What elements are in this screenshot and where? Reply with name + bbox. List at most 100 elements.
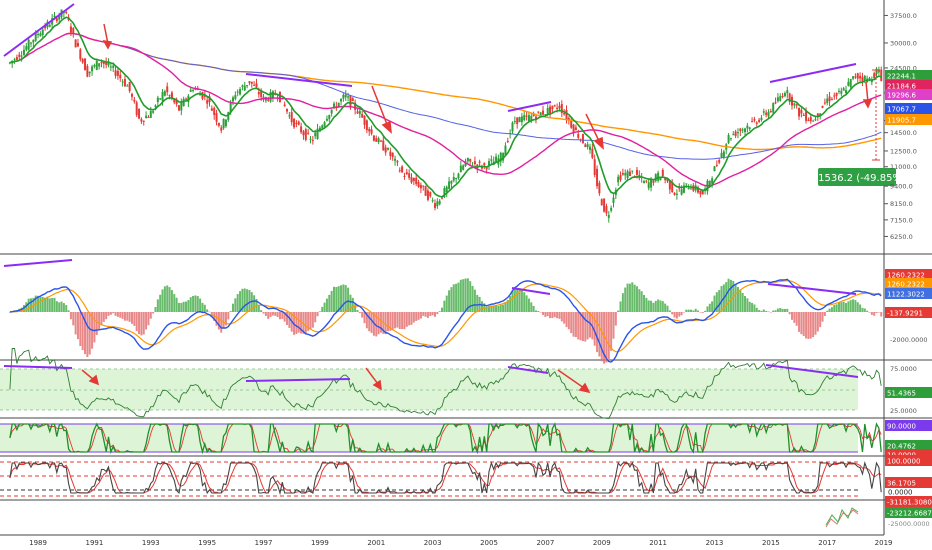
macd-histogram-bar xyxy=(739,289,742,312)
candle-body xyxy=(523,115,526,121)
macd-histogram-bar xyxy=(790,312,793,320)
macd-histogram-bar xyxy=(685,309,688,312)
macd-histogram-bar xyxy=(619,301,622,312)
macd-histogram-bar xyxy=(612,312,615,339)
candle-body xyxy=(668,180,671,190)
candle-body xyxy=(828,96,831,102)
candle-body xyxy=(88,71,91,74)
macd-histogram-bar xyxy=(842,301,845,312)
candle-body xyxy=(870,80,873,83)
macd-histogram-bar xyxy=(635,286,638,312)
price-badge: 11905.7 xyxy=(887,117,916,125)
macd-histogram-bar xyxy=(302,312,305,334)
candle-body xyxy=(328,115,331,120)
macd-histogram-bar xyxy=(873,312,876,316)
candle-body xyxy=(236,91,239,93)
y-tick-label: 12500.0 xyxy=(890,147,917,155)
macd-histogram-bar xyxy=(159,294,162,312)
candle-body xyxy=(720,152,723,157)
bottom-green-line xyxy=(825,507,859,526)
divergence-line xyxy=(3,3,75,57)
candle-body xyxy=(718,159,721,163)
candle-body xyxy=(845,90,848,94)
macd-histogram-bar xyxy=(647,300,650,312)
candle-body xyxy=(189,89,192,92)
macd-histogram-bar xyxy=(755,307,758,312)
candle-body xyxy=(506,141,509,143)
price-badge-bg xyxy=(885,114,932,125)
candle-body xyxy=(779,96,782,101)
macd-histogram-bar xyxy=(736,286,739,312)
macd-histogram-bar xyxy=(473,289,476,312)
macd-histogram-bar xyxy=(243,288,246,312)
macd-histogram-bar xyxy=(657,299,660,312)
macd-histogram-bar xyxy=(424,312,427,317)
macd-histogram-bar xyxy=(715,292,718,312)
candle-body xyxy=(577,133,580,138)
candle-body xyxy=(201,92,204,99)
macd-histogram-bar xyxy=(565,312,568,328)
candle-body xyxy=(659,176,662,181)
macd-histogram-bar xyxy=(438,311,441,312)
candle-body xyxy=(760,117,763,121)
macd-histogram-bar xyxy=(119,312,122,318)
candle-body xyxy=(39,33,42,37)
candle-body xyxy=(805,111,808,121)
macd-histogram-bar xyxy=(511,290,514,312)
candle-body xyxy=(365,120,368,131)
macd-signal-line xyxy=(9,279,882,353)
candle-body xyxy=(412,177,415,182)
candle-body xyxy=(708,180,711,186)
divergence-line xyxy=(765,364,859,378)
macd-histogram-bar xyxy=(81,312,84,351)
macd-histogram-bar xyxy=(323,302,326,312)
macd-histogram-bar xyxy=(781,308,784,312)
candle-body xyxy=(732,134,735,136)
candle-body xyxy=(675,193,678,195)
divergence-line xyxy=(245,378,351,382)
macd-histogram-bar xyxy=(41,296,44,312)
candle-body xyxy=(135,102,138,115)
x-tick-label: 2013 xyxy=(706,539,724,547)
macd-histogram-bar xyxy=(116,312,119,317)
macd-histogram-bar xyxy=(112,312,115,314)
x-tick-label: 1997 xyxy=(255,539,273,547)
macd-histogram-bar xyxy=(783,308,786,312)
macd-histogram-bar xyxy=(185,301,188,312)
x-tick-label: 2017 xyxy=(818,539,836,547)
x-tick-label: 2019 xyxy=(875,539,893,547)
candle-body xyxy=(91,66,94,72)
candle-body xyxy=(330,109,333,114)
candle-body xyxy=(448,181,451,189)
macd-histogram-bar xyxy=(168,287,171,312)
macd-histogram-bar xyxy=(241,288,244,312)
macd-histogram-bar xyxy=(88,312,91,355)
candle-body xyxy=(391,152,394,158)
candle-body xyxy=(729,138,732,140)
macd-histogram-bar xyxy=(706,306,709,312)
macd-histogram-bar xyxy=(217,312,220,330)
macd-histogram-bar xyxy=(640,291,643,312)
candle-body xyxy=(450,180,453,184)
macd-histogram-bar xyxy=(25,302,28,312)
candle-body xyxy=(485,167,488,170)
candle-body xyxy=(835,92,838,96)
candle-body xyxy=(654,174,657,182)
macd-histogram-bar xyxy=(410,312,413,325)
macd-badge: -137.9291 xyxy=(887,310,923,318)
macd-histogram-bar xyxy=(419,312,422,319)
candle-body xyxy=(147,116,150,118)
candle-body xyxy=(471,165,474,167)
candle-body xyxy=(840,90,843,94)
macd-histogram-bar xyxy=(260,310,263,312)
y-tick-label: 25.0000 xyxy=(890,407,917,415)
candle-body xyxy=(342,94,345,99)
candle-body xyxy=(565,109,568,120)
candle-body xyxy=(762,111,765,113)
down-arrow xyxy=(81,369,95,381)
macd-histogram-bar xyxy=(490,305,493,312)
macd-histogram-bar xyxy=(337,286,340,312)
macd-histogram-bar xyxy=(769,312,772,313)
macd-histogram-bar xyxy=(51,297,54,312)
candle-body xyxy=(130,93,133,97)
